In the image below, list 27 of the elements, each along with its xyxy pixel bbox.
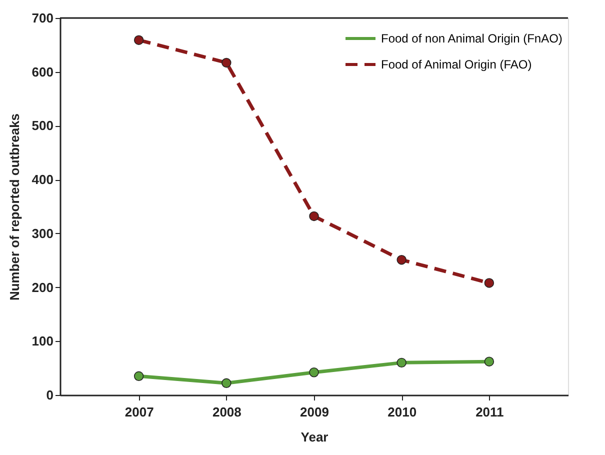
point: [396, 254, 406, 265]
y-tick-label: 500: [32, 118, 54, 134]
point: [222, 58, 232, 68]
x-tick-label: 2011: [476, 404, 504, 420]
x-tick-label: 2010: [388, 404, 417, 420]
point: [134, 371, 144, 382]
y-tick-label: 700: [32, 10, 54, 26]
x-tick-label: 2008: [212, 404, 242, 420]
x-axis-title: Year: [300, 430, 328, 444]
point: [134, 35, 144, 45]
y-tick-label: 100: [32, 334, 54, 349]
point: [222, 378, 232, 388]
y-tick-label: 200: [32, 280, 54, 295]
point: [396, 358, 406, 368]
point: [484, 356, 494, 366]
legend-label: Food of Animal Origin (FAO): [381, 58, 532, 72]
y-axis-title: Number of reported outbreaks: [6, 113, 22, 301]
point: [309, 211, 319, 222]
y-tick-label: 0: [46, 388, 54, 402]
y-tick-label: 400: [32, 172, 54, 188]
x-tick-label: 2007: [124, 404, 154, 420]
x-tick-label: 2009: [300, 404, 329, 420]
y-tick-label: 300: [32, 226, 54, 241]
point: [484, 278, 494, 288]
legend-label: Food of non Animal Origin (FnAO): [381, 32, 562, 46]
y-tick-label: 600: [32, 64, 54, 80]
point: [309, 368, 319, 378]
